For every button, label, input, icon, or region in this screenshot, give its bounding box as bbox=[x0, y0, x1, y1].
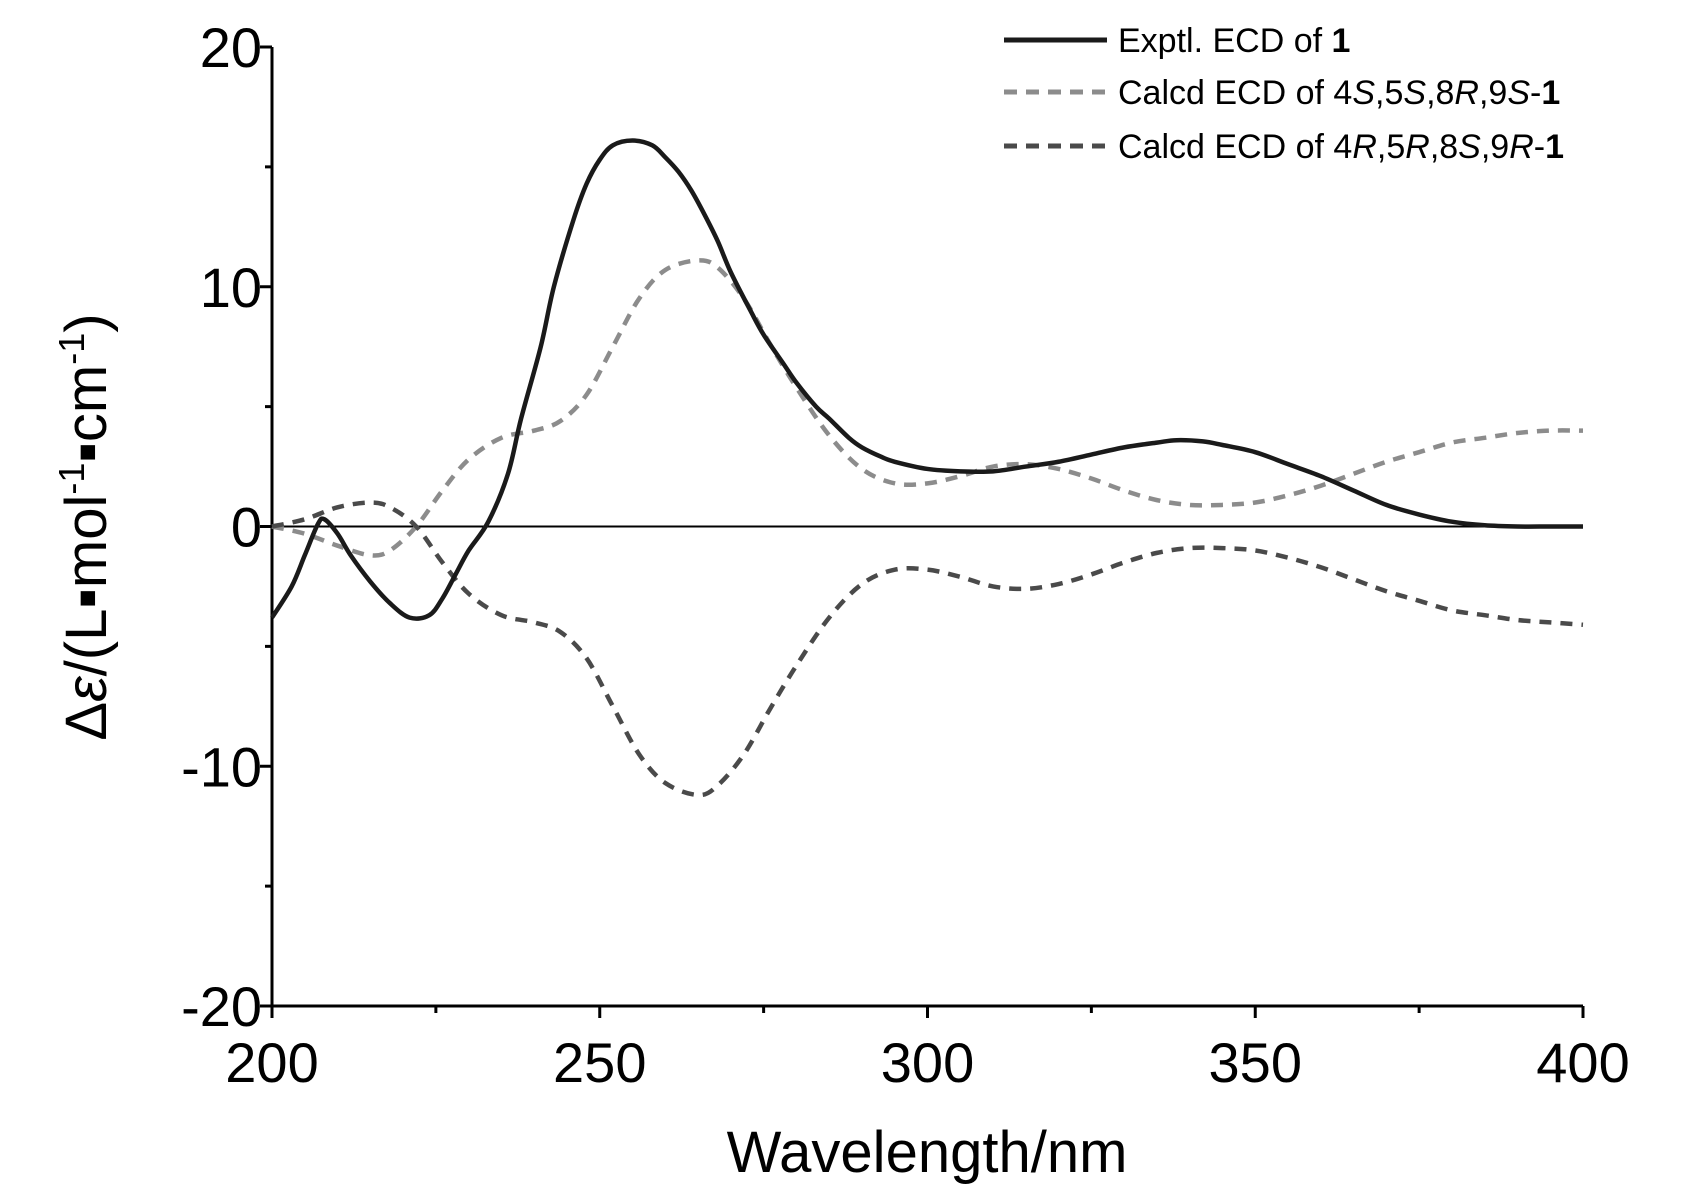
x-tick-label: 400 bbox=[1536, 1031, 1629, 1094]
series-lines bbox=[270, 138, 1584, 798]
x-tick-label: 250 bbox=[553, 1031, 646, 1094]
x-axis-label: Wavelength/nm bbox=[727, 1120, 1128, 1185]
y-tick-label: 20 bbox=[200, 16, 262, 79]
legend: Exptl. ECD of 1 Calcd ECD of 4S,5S,8R,9S-… bbox=[1004, 22, 1564, 166]
y-tick-label: 0 bbox=[231, 496, 262, 559]
legend-item: Calcd ECD of 4S,5S,8R,9S-1 bbox=[1004, 74, 1560, 112]
legend-label: Exptl. ECD of 1 bbox=[1118, 22, 1350, 60]
y-tick-label: 10 bbox=[200, 256, 262, 319]
x-tick-label: 300 bbox=[881, 1031, 974, 1094]
series-line-0 bbox=[270, 138, 1583, 621]
series-line-2 bbox=[271, 500, 1584, 798]
axes bbox=[260, 45, 1585, 1018]
y-axis-label: Δε/(L▪mol-1▪cm-1) bbox=[51, 313, 119, 740]
legend-item: Calcd ECD of 4R,5R,8S,9R-1 bbox=[1004, 128, 1564, 166]
legend-label: Calcd ECD of 4S,5S,8R,9S-1 bbox=[1118, 74, 1560, 112]
x-tick-label: 200 bbox=[225, 1031, 318, 1094]
tick-labels: 200 250 300 350 400 20 10 0 -10 -20 bbox=[181, 16, 1630, 1094]
series-line-1 bbox=[271, 258, 1584, 558]
y-tick-label: -10 bbox=[181, 735, 262, 798]
y-tick-label: -20 bbox=[181, 975, 262, 1038]
legend-label: Calcd ECD of 4R,5R,8S,9R-1 bbox=[1118, 128, 1564, 166]
legend-item: Exptl. ECD of 1 bbox=[1004, 22, 1350, 60]
x-tick-label: 350 bbox=[1209, 1031, 1302, 1094]
